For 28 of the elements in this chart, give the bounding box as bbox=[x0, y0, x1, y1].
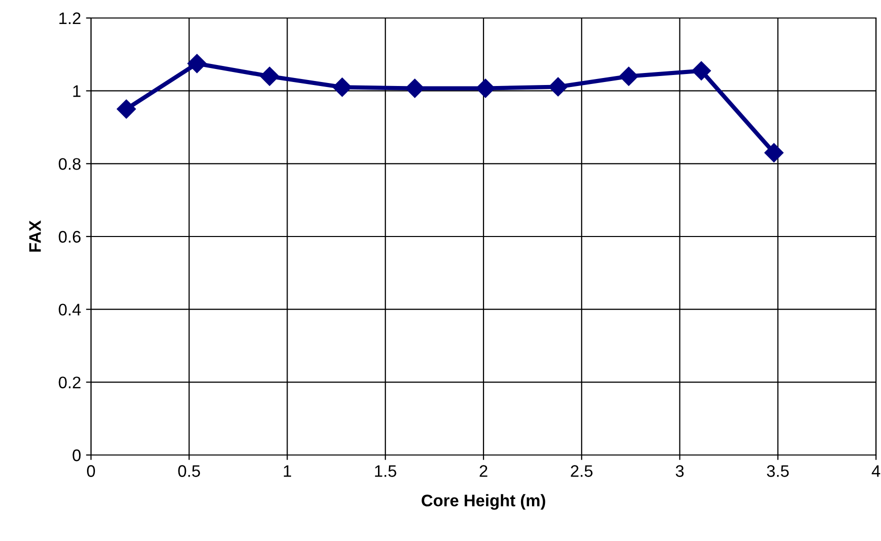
point bbox=[187, 54, 207, 74]
x-tick-label: 2 bbox=[480, 465, 488, 477]
x-tick-label: 3.5 bbox=[766, 465, 789, 477]
point bbox=[692, 61, 711, 80]
x-tick-label: 3 bbox=[676, 465, 684, 477]
point bbox=[619, 66, 638, 86]
y-tick-label: 0.8 bbox=[58, 158, 81, 170]
y-tick-label: 0 bbox=[72, 449, 81, 462]
point bbox=[764, 143, 784, 162]
x-tick-label: 0.5 bbox=[178, 465, 200, 477]
y-tick-label: 0.2 bbox=[58, 376, 80, 388]
y-axis-title: FAX bbox=[29, 220, 41, 252]
point bbox=[260, 66, 280, 86]
x-tick-label: 4 bbox=[872, 465, 880, 477]
y-tick-label: 0.6 bbox=[58, 230, 81, 243]
point bbox=[405, 78, 424, 98]
y-tick-label: 1 bbox=[73, 85, 80, 97]
x-tick-label: 2.5 bbox=[570, 465, 593, 477]
x-tick-label: 1 bbox=[284, 465, 292, 477]
point bbox=[332, 78, 352, 97]
point bbox=[116, 100, 136, 119]
y-tick-label: 1.2 bbox=[59, 12, 80, 24]
x-axis-title: Core Height (m) bbox=[422, 494, 546, 510]
x-tick-label: 1.5 bbox=[375, 465, 396, 477]
x-tick-label: 0 bbox=[87, 465, 95, 477]
point bbox=[476, 78, 495, 98]
y-tick-label: 0.4 bbox=[58, 304, 81, 316]
point bbox=[548, 77, 568, 96]
